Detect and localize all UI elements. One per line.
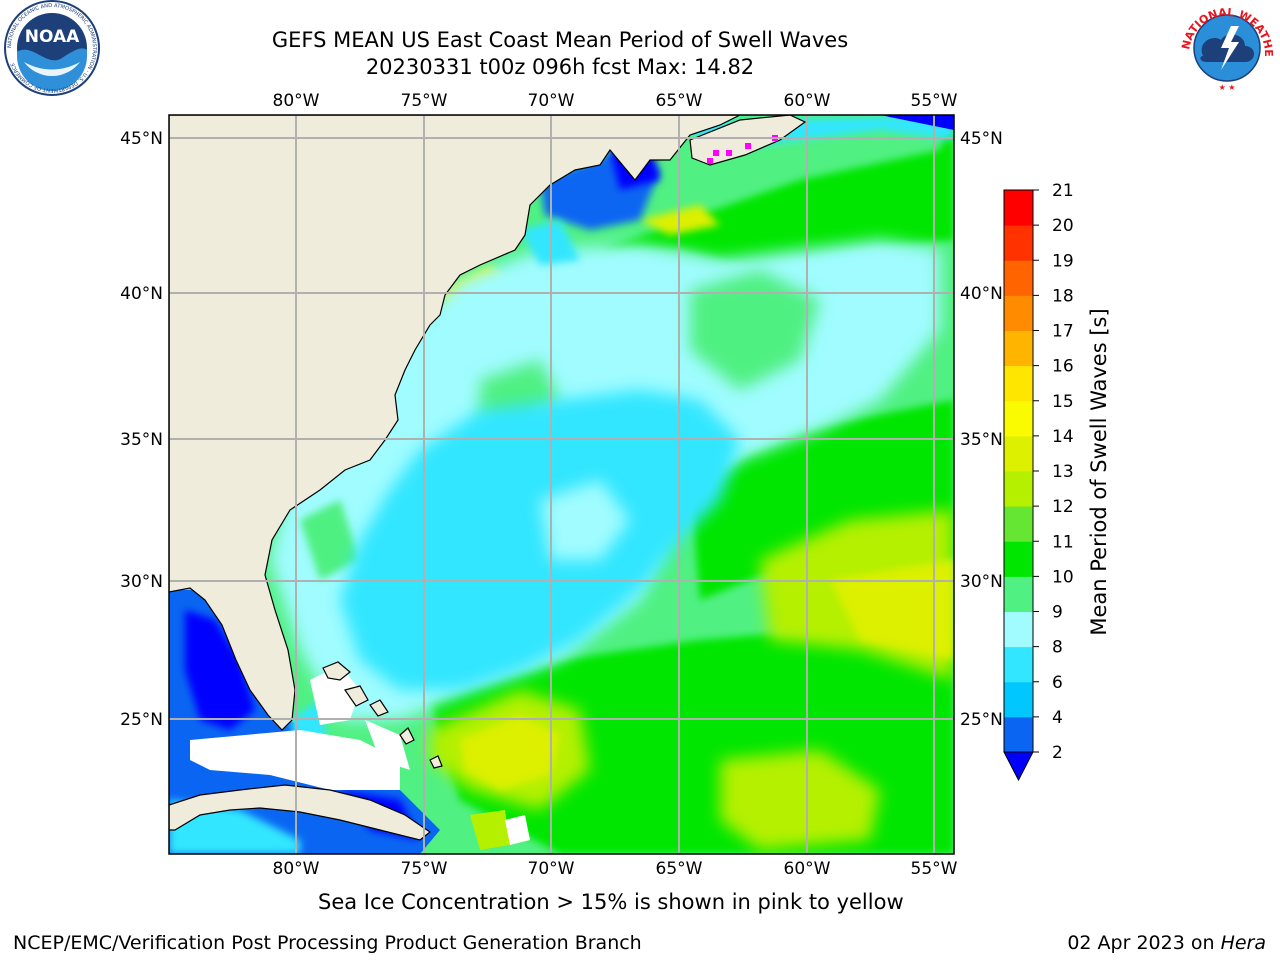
gridlines	[169, 115, 954, 854]
nws-logo: NATIONAL WEATHER SERVICE ★ ★	[1179, 2, 1275, 94]
lon-label: 80°W	[273, 91, 320, 111]
colorbar-under-arrow	[1003, 751, 1034, 782]
lat-label: 40°N	[120, 284, 163, 304]
nws-star-icon: ★ ★	[1219, 83, 1236, 92]
lon-label: 80°W	[273, 859, 320, 879]
colorbar-tick-label: 15	[1052, 392, 1074, 412]
colorbar-tick-label: 8	[1052, 638, 1063, 658]
lon-labels-bottom: 80°W 75°W 70°W 65°W 60°W 55°W	[273, 859, 958, 879]
sea-ice-note: Sea Ice Concentration > 15% is shown in …	[318, 890, 904, 914]
colorbar-segment	[1004, 435, 1033, 472]
colorbar-tick-label: 18	[1052, 286, 1074, 306]
colorbar-label: Mean Period of Swell Waves [s]	[1087, 308, 1111, 635]
figure-subtitle: 20230331 t00z 096h fcst Max: 14.82	[365, 55, 755, 79]
date-line: 02 Apr 2023 on Hera	[1067, 932, 1266, 954]
colorbar-tick-label: 12	[1052, 497, 1074, 517]
colorbar-segment	[1004, 506, 1033, 542]
lon-label: 55°W	[911, 91, 958, 111]
lat-label: 25°N	[960, 710, 1003, 730]
map-frame	[168, 114, 955, 855]
colorbar-segment	[1004, 541, 1033, 577]
lon-label: 70°W	[528, 859, 575, 879]
colorbar-tick-label: 20	[1052, 216, 1074, 236]
credit-line: NCEP/EMC/Verification Post Processing Pr…	[13, 932, 642, 954]
colorbar-segment	[1004, 295, 1033, 331]
lon-label: 65°W	[656, 91, 703, 111]
colorbar-segment	[1004, 330, 1033, 367]
colorbar-segment	[1004, 225, 1033, 261]
lat-label: 45°N	[120, 129, 163, 149]
lat-label: 40°N	[960, 284, 1003, 304]
machine-name: Hera	[1220, 932, 1266, 954]
colorbar-tick-label: 11	[1052, 532, 1074, 552]
noaa-logo: NOAA NATIONAL OCEANIC AND ATMOSPHERIC AD…	[4, 0, 100, 96]
lon-label: 65°W	[656, 859, 703, 879]
colorbar-segment	[1004, 400, 1033, 437]
colorbar-tick-label: 17	[1052, 322, 1074, 342]
noaa-logo-text: NOAA	[25, 27, 80, 47]
colorbar-tick-label: 6	[1052, 673, 1063, 693]
lat-labels-left: 45°N 40°N 35°N 30°N 25°N	[120, 129, 163, 730]
lon-label: 75°W	[401, 859, 448, 879]
lon-label: 60°W	[784, 859, 831, 879]
figure-title: GEFS MEAN US East Coast Mean Period of S…	[271, 28, 849, 52]
lat-label: 25°N	[120, 710, 163, 730]
date-text: 02 Apr 2023 on	[1067, 932, 1215, 954]
colorbar-segment	[1004, 190, 1033, 226]
colorbar-tick-label: 13	[1052, 462, 1074, 482]
colorbar-tick-label: 4	[1052, 708, 1063, 728]
lon-label: 75°W	[401, 91, 448, 111]
lat-label: 30°N	[960, 572, 1003, 592]
colorbar-tick-label: 14	[1052, 427, 1074, 447]
colorbar-segment	[1004, 646, 1033, 683]
colorbar-tick-label: 2	[1052, 743, 1063, 763]
colorbar-tick-label: 9	[1052, 603, 1063, 623]
lon-labels-top: 80°W 75°W 70°W 65°W 60°W 55°W	[273, 91, 958, 111]
colorbar-tick-label: 10	[1052, 567, 1074, 587]
lat-label: 30°N	[120, 572, 163, 592]
colorbar-tick-label: 19	[1052, 251, 1074, 271]
lat-label: 35°N	[960, 430, 1003, 450]
colorbar-segment	[1004, 611, 1033, 648]
colorbar-segment	[1004, 260, 1033, 296]
colorbar-segment	[1004, 716, 1033, 753]
lat-label: 45°N	[960, 129, 1003, 149]
colorbar-segment	[1004, 681, 1033, 718]
colorbar-tick-label: 21	[1052, 181, 1074, 201]
lat-label: 35°N	[120, 430, 163, 450]
map-panel	[169, 115, 954, 854]
lon-label: 55°W	[911, 859, 958, 879]
lon-label: 60°W	[784, 91, 831, 111]
colorbar: 2 4 6 8 9 10 11 12 13 14 15 16 17 18 19 20 21	[1003, 181, 1074, 782]
colorbar-tick-label: 16	[1052, 357, 1074, 377]
colorbar-segment	[1004, 471, 1033, 507]
lat-labels-right: 45°N 40°N 35°N 30°N 25°N	[960, 129, 1003, 730]
colorbar-segment	[1004, 576, 1033, 612]
lon-label: 70°W	[528, 91, 575, 111]
colorbar-segment	[1004, 365, 1033, 402]
